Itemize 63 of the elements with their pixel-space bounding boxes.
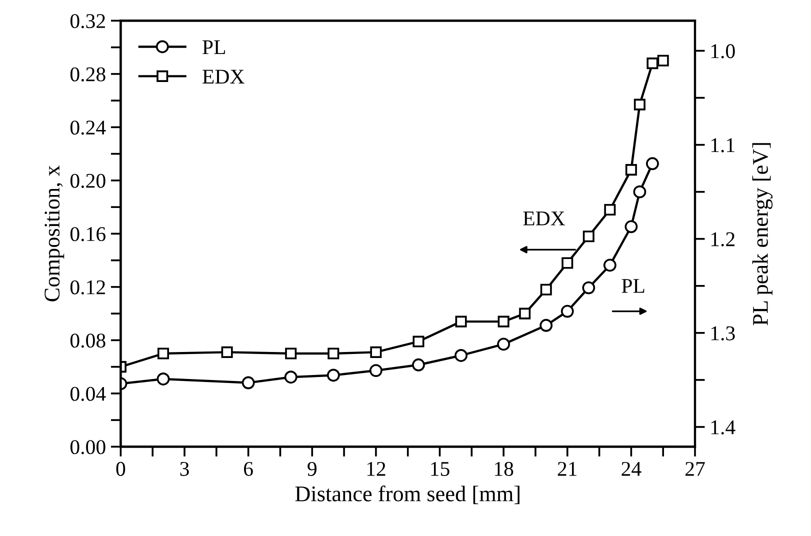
point	[646, 157, 659, 170]
point	[646, 58, 658, 70]
annotation: EDX	[523, 212, 566, 226]
x-tick-label: 24	[622, 462, 642, 476]
x-tick-label: 12	[367, 462, 386, 476]
point	[624, 220, 638, 234]
point	[562, 257, 574, 269]
x-tick-label: 21	[558, 462, 577, 476]
point	[157, 348, 170, 360]
y2-tick-label: 1.0	[711, 44, 735, 58]
y-axis-title: Composition, x	[44, 165, 64, 302]
point	[560, 304, 574, 318]
point	[625, 164, 637, 176]
y-tick-label: 0.28	[70, 67, 106, 82]
x-tick-label: 6	[244, 462, 253, 476]
point	[634, 98, 646, 110]
point	[498, 316, 510, 328]
x-tick-label: 18	[494, 462, 514, 476]
x-tick-label: 27	[686, 462, 705, 476]
x-tick-label: 3	[180, 462, 189, 476]
legend-label: PL	[202, 40, 226, 54]
point	[369, 364, 382, 377]
point	[540, 318, 553, 332]
point	[633, 185, 646, 198]
point	[370, 346, 382, 358]
point	[221, 346, 233, 358]
y-tick-label: 0.20	[70, 174, 106, 188]
annotation: PL	[622, 279, 644, 293]
point	[412, 336, 424, 348]
y-tick-label: 0.08	[70, 334, 106, 348]
point	[242, 376, 255, 390]
x-tick-label: 9	[308, 462, 316, 476]
point	[156, 372, 170, 386]
y-tick-label: 0.24	[70, 120, 106, 135]
point	[603, 258, 616, 272]
y-tick-label: 0.32	[70, 14, 105, 28]
point	[412, 358, 425, 372]
point	[284, 370, 298, 384]
y-tick-label: 0.16	[70, 227, 106, 242]
point	[328, 348, 340, 360]
point	[582, 230, 594, 242]
y-tick-label: 0.12	[70, 280, 105, 294]
point	[519, 308, 531, 320]
y2-tick-label: 1.2	[711, 232, 734, 246]
x-tick-label: 0	[116, 462, 126, 476]
y2-tick-label: 1.4	[711, 420, 736, 434]
point	[497, 338, 510, 351]
point	[540, 284, 552, 296]
point	[285, 348, 297, 360]
y2-tick-label: 1.3	[711, 326, 735, 340]
y2-tick-label: 1.1	[711, 138, 734, 152]
point	[454, 349, 468, 362]
point	[657, 54, 669, 66]
x-axis-title: Distance from seed [mm]	[295, 486, 520, 504]
y2-axis-title: PL peak energy [eV]	[752, 143, 773, 326]
legend-label: EDX	[202, 70, 244, 84]
y-tick-label: 0.04	[70, 386, 106, 401]
y-tick-label: 0.00	[70, 440, 106, 454]
point	[604, 204, 616, 216]
x-tick-label: 15	[431, 462, 450, 476]
point	[582, 281, 596, 294]
point	[326, 368, 340, 382]
point	[455, 316, 467, 328]
